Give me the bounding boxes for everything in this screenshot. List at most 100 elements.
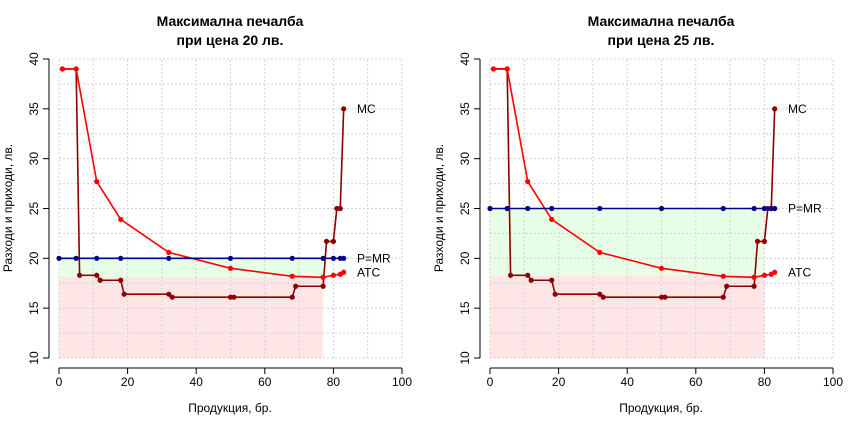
axes: 0 20 40 60 80 100 10 15 20 25 30 35 40	[27, 52, 412, 389]
data-point	[525, 178, 531, 185]
data-point	[118, 277, 124, 283]
data-point	[600, 294, 606, 300]
data-point	[525, 272, 531, 278]
y-tick-label: 25	[458, 202, 472, 216]
chart-title-line1: Максимална печалба	[157, 13, 304, 29]
data-point	[227, 255, 234, 261]
data-point	[761, 238, 768, 244]
data-point	[720, 273, 726, 279]
data-point	[320, 255, 326, 261]
data-point	[658, 205, 665, 212]
series-label: MC	[357, 102, 376, 116]
x-axis-label: Продукция, бр.	[188, 401, 272, 415]
series-line	[62, 68, 345, 279]
data-point	[341, 255, 347, 261]
data-point	[720, 205, 726, 212]
y-tick-label: 35	[458, 102, 472, 116]
grid	[58, 58, 403, 359]
y-tick-label: 25	[27, 202, 41, 216]
series-label: ATC	[357, 265, 380, 279]
y-tick-label: 15	[458, 301, 472, 315]
axes: 0 20 40 60 80 100 10 15 20 25 30 35 40	[458, 52, 843, 389]
data-point	[293, 283, 299, 289]
data-point	[320, 283, 326, 289]
data-point	[724, 283, 730, 289]
data-point	[166, 255, 172, 261]
y-tick-label: 30	[458, 152, 472, 166]
series-label: ATC	[788, 265, 811, 279]
data-point	[751, 283, 757, 289]
data-point	[549, 205, 555, 212]
data-point	[507, 272, 514, 278]
series-label: MC	[788, 102, 807, 116]
series-label: P=MR	[357, 251, 391, 265]
data-point	[658, 265, 665, 271]
data-point	[227, 265, 234, 271]
data-point	[118, 255, 124, 261]
y-tick-label: 30	[27, 152, 41, 166]
x-axis-label: Продукция, бр.	[619, 401, 703, 415]
data-point	[323, 238, 330, 244]
data-point	[525, 205, 531, 212]
data-point	[597, 249, 603, 255]
data-point	[76, 272, 83, 278]
data-point	[56, 255, 62, 261]
x-tick-label: 60	[258, 375, 272, 389]
x-tick-label: 0	[487, 375, 494, 389]
data-point	[772, 269, 778, 275]
data-point	[549, 277, 555, 283]
data-point	[94, 255, 100, 261]
data-point	[597, 291, 603, 297]
series-pmr: P=MR	[56, 251, 391, 265]
data-point	[552, 291, 558, 297]
data-point	[597, 205, 603, 212]
data-point	[549, 216, 555, 223]
data-point	[73, 66, 79, 72]
data-point	[761, 272, 768, 278]
series-atc: ATC	[490, 66, 811, 280]
x-tick-label: 80	[327, 375, 341, 389]
data-point	[121, 291, 127, 297]
series-label: P=MR	[788, 202, 822, 216]
chart-panel-price-25: 0 20 40 60 80 100 10 15 20 25 30 35 40 MC ATC P=MR Макс…	[432, 13, 843, 415]
data-point	[504, 205, 510, 212]
data-point	[320, 274, 326, 280]
data-point	[751, 274, 757, 280]
x-tick-label: 100	[823, 375, 843, 389]
data-point	[341, 106, 347, 112]
y-tick-label: 10	[458, 351, 472, 365]
y-tick-label: 10	[27, 351, 41, 365]
data-point	[166, 249, 172, 255]
data-point	[528, 277, 534, 283]
data-point	[662, 294, 668, 300]
x-tick-label: 80	[758, 375, 772, 389]
data-point	[289, 273, 295, 279]
y-tick-label: 40	[27, 52, 41, 66]
x-tick-label: 20	[121, 375, 135, 389]
x-tick-label: 0	[56, 375, 63, 389]
data-point	[166, 291, 172, 297]
data-point	[289, 255, 295, 261]
data-point	[772, 106, 778, 112]
data-point	[751, 205, 757, 212]
x-tick-label: 60	[689, 375, 703, 389]
x-tick-label: 20	[552, 375, 566, 389]
x-tick-label: 40	[190, 375, 204, 389]
data-point	[59, 66, 66, 72]
data-point	[341, 269, 347, 275]
data-point	[330, 255, 336, 261]
data-point	[118, 216, 124, 223]
cost-area	[59, 277, 324, 358]
y-tick-label: 15	[27, 301, 41, 315]
data-point	[231, 294, 237, 300]
series-atc: ATC	[59, 66, 380, 280]
data-point	[754, 238, 761, 244]
data-point	[94, 272, 100, 278]
y-tick-label: 40	[458, 52, 472, 66]
data-point	[504, 66, 510, 72]
chart-title-line1: Максимална печалба	[588, 13, 735, 29]
chart-title-line2: при цена 20 лв.	[177, 32, 284, 48]
